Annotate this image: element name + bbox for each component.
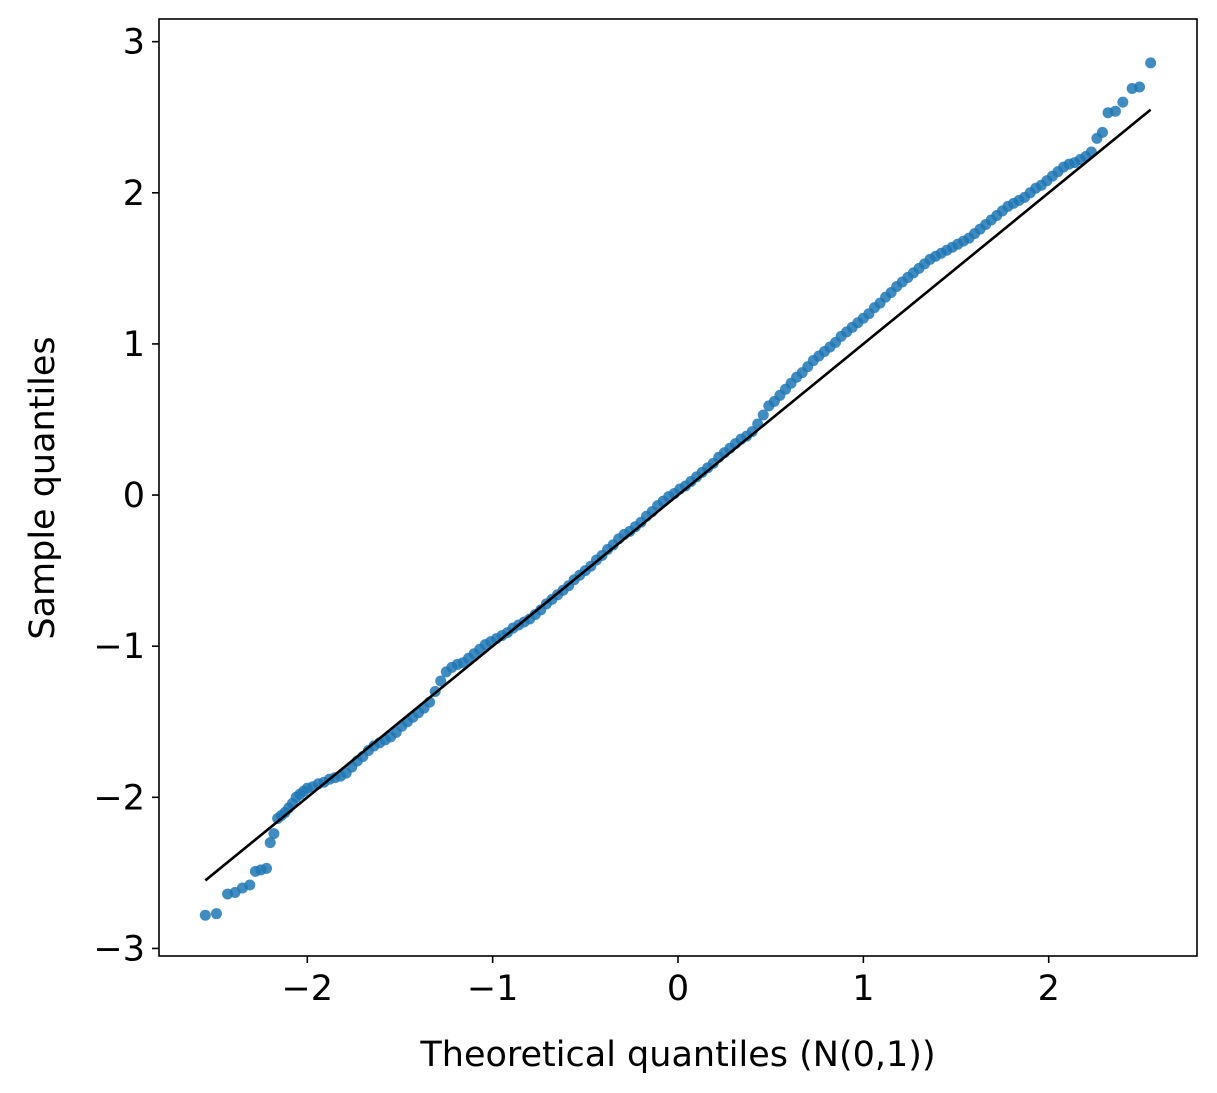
x-tick-label: −1	[467, 969, 519, 1009]
x-tick-label: 1	[852, 969, 874, 1009]
scatter-point	[1096, 126, 1108, 138]
scatter-point	[244, 879, 256, 891]
scatter-point	[268, 828, 280, 840]
x-tick-label: 2	[1038, 969, 1060, 1009]
scatter-point	[261, 862, 273, 874]
scatter-point	[746, 426, 758, 438]
x-tick-label: 0	[667, 969, 689, 1009]
y-axis-label: Sample quantiles	[23, 336, 63, 639]
y-tick-label: −1	[93, 627, 145, 667]
scatter-point	[1109, 105, 1121, 117]
scatter-point	[435, 675, 447, 687]
scatter-point	[757, 409, 769, 421]
reference-line	[204, 108, 1152, 882]
y-tick-label: −3	[93, 929, 145, 969]
y-tick-label: 0	[123, 476, 145, 516]
y-tick-label: 3	[123, 23, 145, 63]
y-tick-label: 1	[123, 325, 145, 365]
y-axis-ticks: −3 −2 −1 0 1 2 3	[93, 23, 159, 969]
scatter-point	[199, 909, 211, 921]
x-axis-ticks: −2 −1 0 1 2	[281, 956, 1060, 1009]
x-axis-label: Theoretical quantiles (N(0,1))	[419, 1035, 935, 1075]
reference-line-group	[204, 108, 1152, 882]
scatter-point	[210, 908, 222, 920]
scatter-point	[1145, 57, 1157, 69]
y-tick-label: −2	[93, 778, 145, 818]
scatter-point	[1117, 96, 1129, 108]
scatter-point	[264, 837, 276, 849]
scatter-point	[1134, 81, 1146, 93]
y-tick-label: 2	[123, 174, 145, 214]
x-tick-label: −2	[281, 969, 333, 1009]
